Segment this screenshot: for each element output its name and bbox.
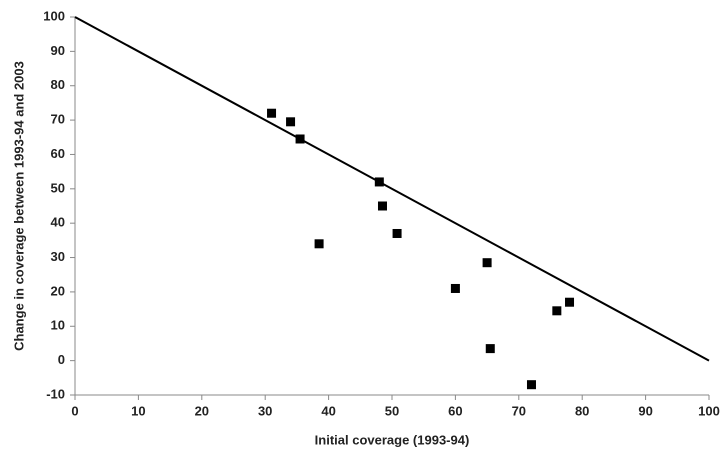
point (482, 258, 492, 268)
point (485, 344, 495, 354)
y-tick-label: 70 (51, 112, 65, 127)
point (377, 201, 387, 211)
y-tick-label: 90 (51, 43, 65, 58)
y-tick-label: 50 (51, 180, 65, 195)
y-tick-label: -10 (46, 386, 65, 401)
reference-line (74, 16, 710, 362)
y-tick-label: 30 (51, 249, 65, 264)
point (314, 239, 324, 249)
x-tick-label: 70 (512, 403, 526, 418)
x-tick-label: 100 (698, 403, 720, 418)
point (552, 306, 562, 316)
y-tick-label: 80 (51, 77, 65, 92)
point (295, 134, 305, 144)
x-axis-label: Initial coverage (1993-94) (315, 432, 470, 447)
x-tick-label: 10 (131, 403, 145, 418)
x-tick-label: 30 (258, 403, 272, 418)
point (392, 228, 402, 238)
y-tick-label: 60 (51, 146, 65, 161)
y-tick-label: 100 (43, 8, 65, 23)
point (526, 380, 536, 390)
y-tick-label: 20 (51, 283, 65, 298)
point (450, 283, 460, 293)
x-tick-label: 40 (321, 403, 335, 418)
y-tick-label: 0 (58, 352, 65, 367)
y-axis-label: Change in coverage between 1993-94 and 2… (11, 61, 26, 351)
x-tick-label: 80 (575, 403, 589, 418)
point (374, 177, 384, 187)
x-tick-label: 60 (448, 403, 462, 418)
point (267, 108, 277, 118)
x-tick-label: 50 (385, 403, 399, 418)
point (286, 117, 296, 127)
x-tick-label: 90 (638, 403, 652, 418)
y-tick-label: 10 (51, 318, 65, 333)
x-tick-label: 20 (195, 403, 209, 418)
point (565, 297, 575, 307)
x-tick-label: 0 (71, 403, 78, 418)
y-tick-label: 40 (51, 215, 65, 230)
